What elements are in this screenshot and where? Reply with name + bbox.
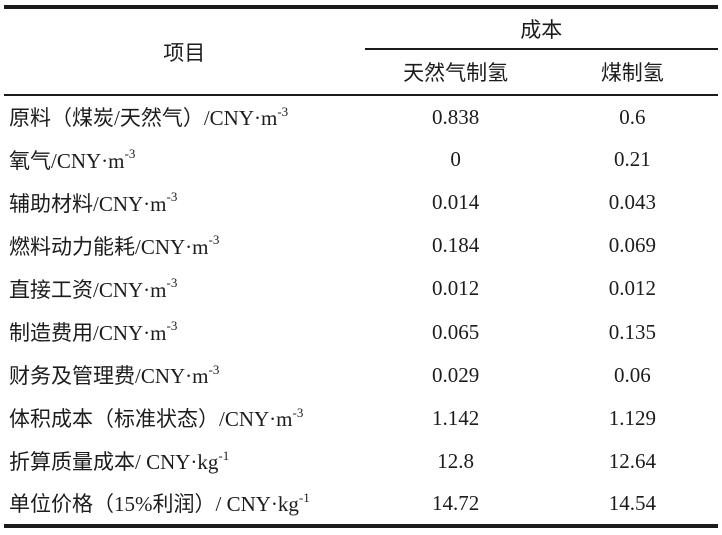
table-row: 财务及管理费/CNY·m-3 0.029 0.06	[4, 354, 718, 397]
row-label: 体积成本（标准状态）/CNY·m-3	[4, 397, 365, 440]
value-coal: 0.21	[613, 147, 651, 172]
value-natural-gas: 0	[450, 147, 461, 172]
header-col-coal: 煤制氢	[546, 49, 718, 96]
header-col-natural-gas: 天然气制氢	[364, 49, 547, 96]
table-row: 直接工资/CNY·m-3 0.012 0.012	[4, 267, 718, 310]
row-label-text: 体积成本（标准状态）/CNY·m	[9, 407, 293, 432]
value-coal: 0.012	[608, 276, 656, 301]
row-label: 氧气/CNY·m-3	[4, 138, 365, 181]
unit-exponent: -3	[208, 361, 220, 377]
value-natural-gas: 0.838	[431, 104, 480, 129]
unit-exponent: -3	[208, 232, 220, 248]
value-natural-gas: 0.184	[431, 233, 480, 258]
unit-exponent: -1	[298, 489, 310, 505]
table-row: 辅助材料/CNY·m-3 0.014 0.043	[4, 181, 718, 224]
row-label: 辅助材料/CNY·m-3	[4, 181, 365, 224]
value-coal: 12.64	[608, 448, 656, 473]
row-label-text: 直接工资/CNY·m	[9, 277, 167, 302]
row-label-text: 财务及管理费/CNY·m	[9, 364, 209, 389]
table-row: 原料（煤炭/天然气）/CNY·m-3 0.838 0.6	[4, 95, 718, 138]
table-body: 原料（煤炭/天然气）/CNY·m-3 0.838 0.6 氧气/CNY·m-3 …	[4, 95, 718, 526]
value-natural-gas: 0.029	[431, 362, 480, 387]
unit-exponent: -3	[166, 318, 178, 334]
table-row: 制造费用/CNY·m-3 0.065 0.135	[4, 310, 718, 353]
row-label: 折算质量成本/ CNY·kg-1	[4, 440, 365, 483]
row-label: 制造费用/CNY·m-3	[4, 310, 365, 353]
value-coal: 0.135	[608, 319, 656, 344]
value-natural-gas: 0.014	[431, 190, 480, 215]
row-label-text: 氧气/CNY·m	[9, 148, 125, 173]
table-row: 单位价格（15%利润）/ CNY·kg-1 14.72 14.54	[4, 483, 718, 526]
value-coal: 14.54	[608, 490, 656, 515]
unit-exponent: -3	[166, 189, 178, 205]
unit-exponent: -1	[218, 447, 230, 463]
row-label: 单位价格（15%利润）/ CNY·kg-1	[4, 483, 365, 526]
table-row: 折算质量成本/ CNY·kg-1 12.8 12.64	[4, 440, 718, 483]
row-label: 财务及管理费/CNY·m-3	[4, 354, 365, 397]
table-row: 燃料动力能耗/CNY·m-3 0.184 0.069	[4, 224, 718, 267]
unit-exponent: -3	[124, 146, 136, 162]
row-label-text: 燃料动力能耗/CNY·m	[9, 234, 209, 259]
row-label-text: 制造费用/CNY·m	[9, 321, 167, 346]
unit-exponent: -3	[277, 103, 289, 119]
row-label-text: 辅助材料/CNY·m	[9, 191, 167, 216]
row-label: 燃料动力能耗/CNY·m-3	[4, 224, 365, 267]
value-coal: 0.6	[619, 104, 646, 129]
unit-exponent: -3	[292, 404, 304, 420]
row-label-text: 折算质量成本/ CNY·kg	[9, 450, 219, 475]
value-coal: 0.069	[608, 233, 656, 258]
header-subcolumns-row: 天然气制氢 煤制氢	[4, 49, 718, 96]
header-item: 项目	[4, 7, 365, 96]
cost-table: 项目 成本 天然气制氢 煤制氢 原料（煤炭/天然气）/CNY·m-3 0.838…	[4, 5, 718, 528]
value-natural-gas: 0.012	[431, 276, 480, 301]
row-label-text: 单位价格（15%利润）/ CNY·kg	[9, 492, 299, 517]
header-cost-group: 成本	[364, 7, 718, 50]
unit-exponent: -3	[166, 275, 178, 291]
table-row: 体积成本（标准状态）/CNY·m-3 1.142 1.129	[4, 397, 718, 440]
table-row: 氧气/CNY·m-3 0 0.21	[4, 138, 718, 181]
value-natural-gas: 12.8	[437, 448, 474, 473]
table-header: 项目 成本 天然气制氢 煤制氢	[4, 7, 718, 96]
header-group-row: 项目 成本	[4, 7, 718, 96]
value-natural-gas: 1.142	[431, 405, 480, 430]
value-natural-gas: 14.72	[431, 490, 480, 515]
row-label-text: 原料（煤炭/天然气）/CNY·m	[9, 106, 278, 131]
row-label: 直接工资/CNY·m-3	[4, 267, 365, 310]
value-natural-gas: 0.065	[431, 319, 480, 344]
value-coal: 0.06	[613, 362, 651, 387]
value-coal: 0.043	[608, 190, 656, 215]
value-coal: 1.129	[608, 405, 656, 430]
row-label: 原料（煤炭/天然气）/CNY·m-3	[4, 95, 365, 138]
